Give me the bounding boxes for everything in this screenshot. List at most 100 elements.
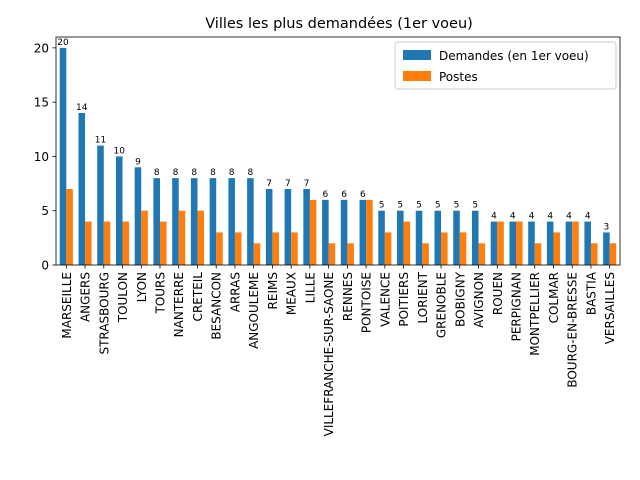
bar-demandes-13 bbox=[303, 189, 310, 265]
bar-demandes-22 bbox=[471, 210, 479, 265]
bar-postes-20 bbox=[441, 232, 448, 265]
bar-demandes-6 bbox=[172, 178, 179, 265]
legend: Demandes (en 1er voeu) Postes bbox=[394, 41, 617, 90]
bar-postes-25 bbox=[534, 243, 542, 265]
x-tick-label: REIMS bbox=[266, 272, 280, 309]
x-tick-label: BASTIA bbox=[584, 271, 598, 315]
bar-postes-8 bbox=[216, 232, 223, 265]
bar-demandes-29 bbox=[603, 232, 610, 265]
x-tick-label: ROUEN bbox=[491, 272, 505, 315]
bar-value-label-6: 8 bbox=[173, 168, 179, 178]
bar-value-label-1: 14 bbox=[76, 103, 88, 113]
y-tick-label: 5 bbox=[41, 204, 49, 218]
x-tick-label: LILLE bbox=[303, 272, 317, 303]
bar-value-label-19: 5 bbox=[416, 201, 422, 211]
bar-demandes-10 bbox=[247, 178, 254, 265]
bar-postes-6 bbox=[178, 210, 186, 265]
bars-group bbox=[59, 47, 617, 265]
bar-value-label-23: 4 bbox=[491, 212, 497, 222]
bar-postes-12 bbox=[291, 232, 298, 265]
bar-demandes-8 bbox=[209, 178, 217, 265]
bar-value-label-15: 6 bbox=[341, 190, 347, 200]
y-tick-label: 0 bbox=[41, 259, 49, 273]
bar-postes-2 bbox=[103, 221, 111, 265]
bar-value-label-8: 8 bbox=[210, 168, 216, 178]
bar-demandes-14 bbox=[322, 199, 329, 265]
x-tick-label: TOULON bbox=[116, 272, 130, 323]
legend-swatch-demandes bbox=[403, 50, 431, 60]
x-tick-label: COLMAR bbox=[547, 272, 561, 323]
x-tick-label: MARSEILLE bbox=[60, 272, 74, 339]
bar-value-label-18: 5 bbox=[397, 201, 403, 211]
bar-demandes-3 bbox=[115, 156, 123, 265]
bar-demandes-27 bbox=[565, 221, 573, 265]
legend-label-postes: Postes bbox=[439, 70, 478, 84]
bar-postes-24 bbox=[516, 221, 523, 265]
bar-value-label-10: 8 bbox=[248, 168, 254, 178]
x-tick-label: TOURS bbox=[153, 272, 167, 315]
bar-demandes-20 bbox=[434, 210, 442, 265]
bar-value-label-9: 8 bbox=[229, 168, 235, 178]
bar-demandes-16 bbox=[359, 199, 367, 265]
bar-value-label-24: 4 bbox=[510, 212, 516, 222]
bar-postes-29 bbox=[609, 243, 617, 265]
bar-value-label-3: 10 bbox=[114, 146, 126, 156]
bar-postes-5 bbox=[159, 221, 167, 265]
axes-group: 0 5 10 15 20 MARSEILLE ANGERS STRASBOURG TOULON L… bbox=[34, 36, 621, 436]
bar-value-label-27: 4 bbox=[566, 212, 572, 222]
bar-value-label-22: 5 bbox=[472, 201, 478, 211]
bar-labels-group: 20 14 11 10 9 8 8 8 8 8 8 7 7 7 6 6 6 5 5 5 5 5 5 4 4 4 4 4 4 3 bbox=[57, 38, 609, 233]
bar-value-label-21: 5 bbox=[454, 201, 460, 211]
bar-value-label-25: 4 bbox=[529, 212, 535, 222]
x-tick-label: BOURG-EN-BRESSE bbox=[566, 272, 580, 388]
x-tick-label: STRASBOURG bbox=[97, 272, 111, 355]
bar-demandes-17 bbox=[378, 210, 385, 265]
bar-demandes-0 bbox=[59, 47, 67, 265]
bar-postes-14 bbox=[328, 243, 336, 265]
bar-postes-17 bbox=[384, 232, 392, 265]
bar-postes-3 bbox=[122, 221, 130, 265]
bar-demandes-7 bbox=[190, 178, 198, 265]
bar-value-label-13: 7 bbox=[304, 179, 310, 189]
bar-demandes-28 bbox=[584, 221, 591, 265]
bar-postes-21 bbox=[459, 232, 467, 265]
bar-postes-1 bbox=[85, 221, 92, 265]
x-tick-label: RENNES bbox=[341, 272, 355, 321]
bar-postes-4 bbox=[141, 210, 148, 265]
bar-demandes-18 bbox=[397, 210, 404, 265]
chart-title: Villes les plus demandées (1er voeu) bbox=[205, 16, 473, 32]
y-tick-label: 20 bbox=[34, 41, 49, 55]
x-tick-label: ARRAS bbox=[228, 272, 242, 312]
bar-value-label-28: 4 bbox=[585, 212, 591, 222]
x-tick-label: ANGOULEME bbox=[247, 272, 261, 349]
bar-postes-23 bbox=[497, 221, 504, 265]
y-tick-label: 10 bbox=[34, 150, 49, 164]
bar-value-label-26: 4 bbox=[547, 212, 553, 222]
x-tick-label: PONTOISE bbox=[360, 272, 374, 333]
bar-demandes-15 bbox=[340, 199, 348, 265]
x-tick-label: VERSAILLES bbox=[603, 272, 617, 344]
bar-demandes-4 bbox=[134, 167, 142, 265]
x-tick-label: GRENOBLE bbox=[435, 272, 449, 338]
legend-box bbox=[394, 41, 617, 90]
bar-demandes-24 bbox=[509, 221, 517, 265]
bar-postes-15 bbox=[347, 243, 354, 265]
bar-demandes-1 bbox=[78, 113, 86, 265]
x-tick-label: VILLEFRANCHE-SUR-SAONE bbox=[322, 272, 336, 436]
bar-demandes-19 bbox=[415, 210, 423, 265]
bar-postes-16 bbox=[366, 199, 373, 265]
x-tick-label: POITIERS bbox=[397, 272, 411, 327]
x-tick-label: MONTPELLIER bbox=[528, 272, 542, 356]
x-tick-label: NANTERRE bbox=[172, 272, 186, 337]
bar-demandes-23 bbox=[490, 221, 498, 265]
legend-swatch-postes bbox=[403, 71, 431, 81]
bar-postes-26 bbox=[553, 232, 561, 265]
bar-postes-18 bbox=[403, 221, 411, 265]
bar-postes-11 bbox=[272, 232, 279, 265]
bar-demandes-9 bbox=[228, 178, 235, 265]
x-tick-label: BOBIGNY bbox=[453, 271, 467, 327]
bar-value-label-7: 8 bbox=[191, 168, 197, 178]
bar-postes-10 bbox=[253, 243, 261, 265]
